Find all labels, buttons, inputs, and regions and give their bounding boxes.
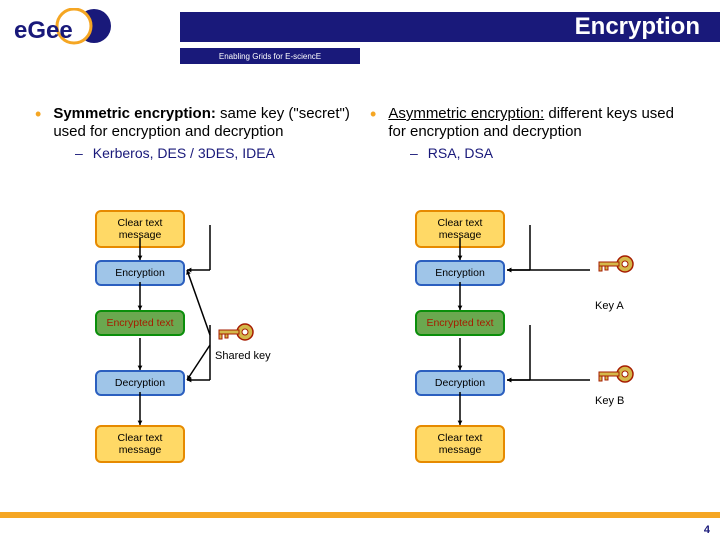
page-title: Encryption <box>575 13 700 41</box>
dash-icon: – <box>410 145 418 161</box>
page-number: 4 <box>704 524 710 536</box>
bullet-symmetric: • Symmetric encryption: same key ("secre… <box>35 105 350 141</box>
asym-arrow-2 <box>454 276 466 316</box>
asymmetric-examples: RSA, DSA <box>428 145 493 161</box>
svg-text:eGee: eGee <box>14 17 73 44</box>
footer-bar <box>0 512 720 518</box>
sym-arrow-2 <box>134 276 146 316</box>
asym-arrow-4 <box>454 386 466 431</box>
subtitle: Enabling Grids for E-sciencE <box>219 52 321 61</box>
asym-arrow-3 <box>454 332 466 376</box>
bullet-asymmetric: • Asymmetric encryption: different keys … <box>370 105 685 141</box>
subtitle-bar: Enabling Grids for E-sciencE <box>180 48 360 64</box>
asym-side-2b <box>501 374 536 386</box>
asymmetric-text: Asymmetric encryption: different keys us… <box>388 105 685 141</box>
title-bar: Encryption <box>180 12 720 42</box>
sym-side-1b <box>181 264 216 276</box>
sym-arrow-4 <box>134 386 146 431</box>
content-columns: • Symmetric encryption: same key ("secre… <box>0 75 720 161</box>
key-b-label: Key B <box>595 395 624 407</box>
diagram-area: Clear text messageEncryptionEncrypted te… <box>0 200 720 500</box>
shared-key-icon <box>215 320 255 348</box>
sub-bullet-symmetric: – Kerberos, DES / 3DES, IDEA <box>75 145 350 161</box>
dash-icon: – <box>75 145 83 161</box>
logo: eGee <box>12 8 132 53</box>
sub-bullet-asymmetric: – RSA, DSA <box>410 145 685 161</box>
right-column: • Asymmetric encryption: different keys … <box>370 105 685 161</box>
shared-key-label: Shared key <box>215 350 271 362</box>
key-b-icon <box>595 362 635 390</box>
symmetric-text: Symmetric encryption: same key ("secret"… <box>53 105 350 141</box>
bullet-icon: • <box>35 105 41 141</box>
key-a-icon <box>595 252 635 280</box>
asym-arrow-1 <box>454 232 466 266</box>
egee-logo-icon: eGee <box>12 8 132 53</box>
key-a-label: Key A <box>595 300 624 312</box>
sym-arrow-3 <box>134 332 146 376</box>
header: eGee Encryption Enabling Grids for E-sci… <box>0 0 720 75</box>
bullet-icon: • <box>370 105 376 141</box>
asym-side-1b <box>501 264 536 276</box>
left-column: • Symmetric encryption: same key ("secre… <box>35 105 350 161</box>
sym-side-2b <box>181 374 216 386</box>
sym-arrow-1 <box>134 232 146 266</box>
symmetric-examples: Kerberos, DES / 3DES, IDEA <box>93 145 275 161</box>
